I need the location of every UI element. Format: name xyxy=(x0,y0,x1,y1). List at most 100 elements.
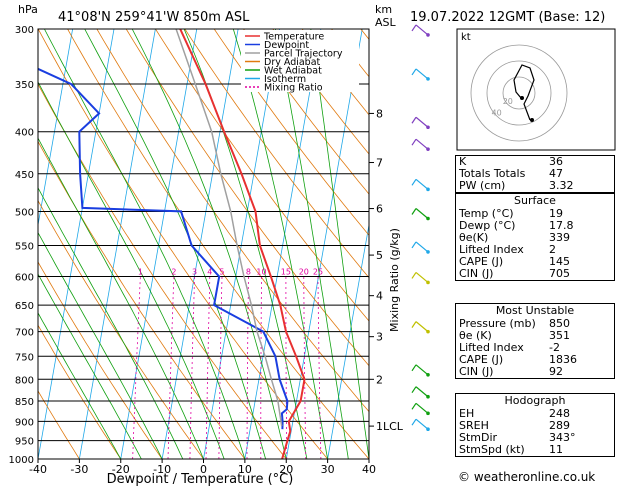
index-value: 36 xyxy=(549,155,563,168)
pressure-tick-label: 1000 xyxy=(9,455,34,466)
dry-adiabat-line xyxy=(213,29,369,236)
wind-barb-dot xyxy=(426,147,430,151)
wet-adiabat-line xyxy=(275,29,349,459)
wind-barb-dot xyxy=(426,187,430,192)
hodograph-title: Hodograph xyxy=(504,394,566,407)
most-unstable-row: CAPE (J) 1836 xyxy=(456,354,614,366)
isotherm-line xyxy=(285,29,363,459)
most-unstable-label: Lifted Index xyxy=(459,341,524,354)
dry-adiabat-line xyxy=(243,29,369,195)
isotherm-line xyxy=(368,456,369,459)
wind-barb xyxy=(415,178,429,190)
location-title: 41°08'N 259°41'W 850m ASL xyxy=(58,10,250,25)
legend-item: Dry Adiabat xyxy=(264,57,321,68)
storm-motion-marker xyxy=(520,96,524,100)
legend-box xyxy=(241,30,359,92)
wind-barb-dot xyxy=(426,216,430,221)
wind-barb xyxy=(415,272,429,283)
legend-item: Temperature xyxy=(263,32,324,43)
hodograph-value: 289 xyxy=(549,419,570,432)
surface-label: θe(K) xyxy=(459,231,489,244)
surface-value: 705 xyxy=(549,267,570,280)
isotherm-line xyxy=(120,29,198,459)
mixing-ratio-line xyxy=(167,276,175,459)
pressure-tick-label: 600 xyxy=(15,273,34,284)
legend-item: Dewpoint xyxy=(264,40,309,51)
dry-adiabat-line xyxy=(272,29,369,155)
mixing-ratio-axis-label: Mixing Ratio (g/kg) xyxy=(388,228,401,332)
mixing-ratio-label: 5 xyxy=(219,268,224,277)
surface-row: Dewp (°C) 17.8 xyxy=(456,220,614,232)
wind-barb-flag xyxy=(411,418,417,426)
surface-value: 17.8 xyxy=(549,219,574,232)
mixing-ratio-label: 10 xyxy=(256,268,266,277)
wet-adiabat-line xyxy=(84,29,266,459)
hodograph-row: StmSpd (kt) 11 xyxy=(456,444,614,456)
pressure-tick-label: 900 xyxy=(15,417,34,428)
legend-item: Isotherm xyxy=(264,74,306,85)
hodograph-ring-label: 40 xyxy=(492,108,502,117)
surface-label: Dewp (°C) xyxy=(459,219,516,232)
isotherm-line xyxy=(161,29,239,459)
wind-barb-flag xyxy=(411,403,417,410)
hodograph-frame xyxy=(456,28,616,151)
wind-barb-dot xyxy=(426,250,430,254)
isotherm-line xyxy=(78,29,156,459)
km-label: km xyxy=(375,3,392,16)
surface-row: CIN (J) 705 xyxy=(456,268,614,280)
hpa-label: hPa xyxy=(18,3,38,16)
wind-barb-dot xyxy=(426,280,430,285)
surface-row: θe(K) 339 xyxy=(456,232,614,244)
pressure-tick-label: 650 xyxy=(15,301,34,312)
hodograph-ring-label: 20 xyxy=(503,97,513,106)
wind-barb xyxy=(415,402,429,414)
most-unstable-label: θe (K) xyxy=(459,329,492,342)
hodograph-trace xyxy=(513,64,535,121)
most-unstable-row: CIN (J) 92 xyxy=(456,366,614,378)
hodograph-label: StmSpd (kt) xyxy=(459,443,525,456)
surface-row: Lifted Index 2 xyxy=(456,244,614,256)
pressure-tick-label: 550 xyxy=(15,241,34,252)
x-tick-label: -10 xyxy=(153,463,171,476)
wet-adiabat-line xyxy=(310,29,369,459)
most-unstable-label: Pressure (mb) xyxy=(459,317,536,330)
most-unstable-row: θe (K) 351 xyxy=(456,330,614,342)
mixing-ratio-line xyxy=(205,276,211,459)
mixing-ratio-label: 20 xyxy=(299,268,309,277)
dry-adiabat-line xyxy=(38,324,122,459)
surface-row: CAPE (J) 145 xyxy=(456,256,614,268)
hodograph-ring xyxy=(486,60,552,126)
index-value: 47 xyxy=(549,167,563,180)
mixing-ratio-line xyxy=(285,276,288,459)
datetime-title: 19.07.2022 12GMT (Base: 12) xyxy=(410,10,605,25)
wind-barb-flag xyxy=(411,241,417,249)
km-tick-label: 2 xyxy=(376,373,383,386)
pressure-tick-label: 950 xyxy=(15,437,34,448)
most-unstable-row: Pressure (mb) 850 xyxy=(456,318,614,330)
x-tick-label: 30 xyxy=(321,463,335,476)
km-tick-label: 3 xyxy=(376,331,383,344)
x-tick-label: 20 xyxy=(279,463,293,476)
km-tick-label: 4 xyxy=(376,290,383,303)
dry-adiabat-line xyxy=(38,83,287,459)
hodograph-row: EH 248 xyxy=(456,408,614,420)
wind-barb-flag xyxy=(411,138,417,146)
mixing-ratio-line xyxy=(132,276,141,459)
background-lines xyxy=(38,29,369,459)
hodograph-value: 248 xyxy=(549,407,570,420)
isotherm-line xyxy=(38,29,115,459)
surface-label: Lifted Index xyxy=(459,243,524,256)
wind-barb xyxy=(415,138,429,150)
plot-frame xyxy=(37,28,370,460)
wind-barb xyxy=(415,116,429,128)
surface-value: 339 xyxy=(549,231,570,244)
x-axis-label: Dewpoint / Temperature (°C) xyxy=(107,472,294,486)
wind-barb-dot xyxy=(426,33,430,37)
hodograph-panel: Hodograph EH 248 SREH 289 StmDir 343° StmSpd (… xyxy=(455,393,615,457)
km-tick-label: 5 xyxy=(376,249,383,262)
surface-value: 145 xyxy=(549,255,570,268)
surface-row: Temp (°C) 19 xyxy=(456,208,614,220)
km-tick-label: 7 xyxy=(376,157,383,170)
